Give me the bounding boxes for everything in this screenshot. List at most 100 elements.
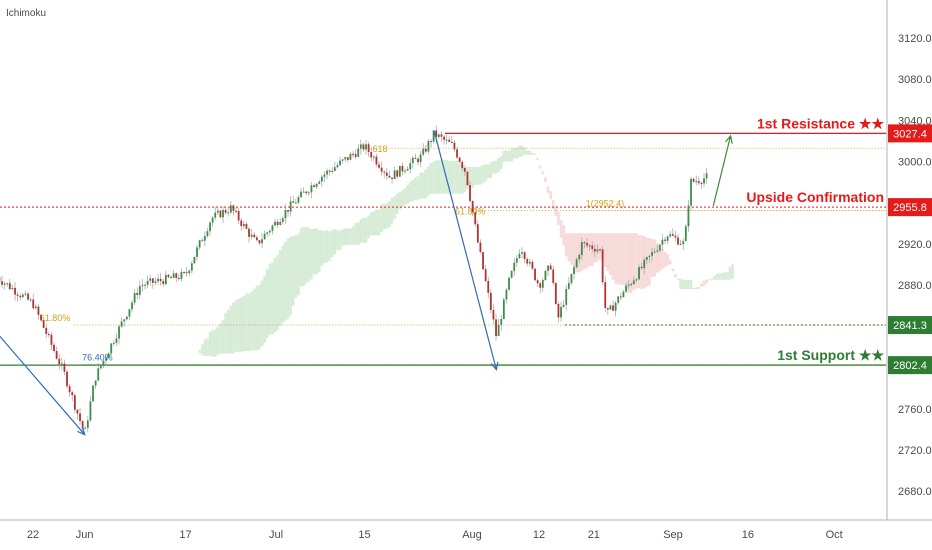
cloud-segment — [536, 157, 539, 161]
candle-body — [612, 305, 614, 311]
candle-body — [357, 148, 360, 157]
cloud-segment — [356, 222, 360, 245]
candle-body — [591, 245, 594, 249]
candle-body — [172, 273, 175, 278]
candle-body — [565, 288, 568, 305]
cloud-segment — [640, 235, 643, 290]
candle-body — [664, 239, 666, 241]
candle-body — [622, 291, 625, 298]
candle-body — [253, 234, 256, 238]
candle-body — [294, 202, 297, 204]
candle-body — [523, 252, 526, 260]
cloud-segment — [697, 286, 701, 290]
cloud-segment — [213, 329, 217, 357]
price-tags: 3027.4 2955.8 2802.4 2841.3 — [888, 124, 932, 375]
candle-body — [214, 212, 217, 218]
candle-body — [68, 386, 71, 393]
candle-body — [185, 272, 188, 274]
cloud-segment — [437, 160, 441, 194]
cloud-segment — [635, 233, 638, 289]
candle-body — [151, 278, 154, 283]
candle-body — [162, 281, 165, 285]
candle-body — [521, 252, 523, 254]
indicator-legend[interactable]: Ichimoku — [6, 8, 46, 19]
arrow-head — [490, 361, 499, 371]
cloud-segment — [234, 300, 238, 352]
candle-body — [456, 149, 458, 158]
time-axis[interactable]: 22 Jun 17 Jul 15 Aug 12 21 Sep 16 Oct — [27, 529, 843, 541]
cloud-segment — [661, 248, 664, 269]
cloud-segment — [492, 160, 495, 174]
cloud-segment — [559, 220, 563, 238]
level-label: 1st Resistance ★★ — [757, 115, 884, 131]
candle-body — [536, 280, 539, 284]
cloud-segment — [637, 235, 641, 289]
candle-body — [328, 170, 331, 172]
candle-body — [146, 280, 149, 285]
x-tick-label: Aug — [462, 529, 482, 541]
cloud-segment — [505, 150, 508, 162]
level-label: 1st Support ★★ — [777, 347, 884, 363]
fib-label: 61.80% — [40, 313, 71, 323]
candle-body — [45, 327, 48, 335]
candle-body — [297, 197, 300, 203]
candle-body — [515, 258, 518, 263]
candle-body — [638, 267, 640, 280]
candle-body — [372, 156, 375, 158]
candle-body — [29, 299, 32, 301]
candle-body — [406, 169, 409, 171]
candle-body — [604, 282, 607, 308]
candle-body — [552, 269, 555, 283]
candle-body — [354, 154, 357, 157]
candle-body — [266, 232, 269, 234]
candle-body — [487, 280, 490, 293]
candle-body — [466, 171, 469, 186]
candle-body — [674, 235, 677, 238]
cloud-segment — [663, 251, 667, 268]
y-tick-label: 3000.0 — [898, 157, 932, 169]
cloud-segment — [442, 159, 446, 194]
candle-body — [409, 163, 412, 170]
candle-body — [435, 130, 438, 137]
cloud-segment — [728, 267, 732, 280]
candle-body — [554, 282, 557, 304]
level-label: Upside Confirmation — [746, 189, 884, 205]
cloud-segment — [541, 171, 545, 175]
cloud-segment — [710, 279, 714, 281]
candle-body — [510, 270, 513, 278]
candle-body — [534, 268, 536, 281]
candle-body — [645, 257, 648, 260]
x-tick-label: Jun — [76, 529, 94, 541]
cloud-segment — [700, 283, 703, 287]
candle-body — [248, 228, 250, 237]
cloud-segment — [427, 166, 430, 196]
cloud-segment — [671, 268, 675, 271]
candle-body — [609, 305, 612, 310]
candle-body — [302, 191, 305, 193]
cloud-segment — [237, 298, 240, 352]
candle-body — [177, 278, 180, 280]
candle-body — [107, 353, 110, 358]
candle-body — [651, 252, 653, 256]
cloud-segment — [484, 164, 487, 182]
fib-label: 1(2952.4) — [586, 199, 625, 209]
cloud-segment — [395, 193, 399, 214]
candle-body — [596, 249, 599, 252]
cloud-segment — [393, 196, 396, 219]
cloud-segment — [468, 167, 472, 189]
candle-body — [14, 287, 16, 295]
candle-body — [157, 278, 159, 282]
x-tick-label: 12 — [533, 529, 545, 541]
cloud-segment — [598, 233, 602, 260]
cloud-segment — [206, 338, 209, 356]
cloud-segment — [515, 147, 519, 159]
cloud-segment — [343, 228, 347, 246]
cloud-segment — [632, 233, 636, 291]
y-tick-label: 2880.0 — [898, 280, 932, 292]
candle-body — [307, 192, 310, 194]
cloud-segment — [408, 181, 412, 202]
cloud-segment — [603, 233, 607, 268]
candle-body — [479, 242, 482, 253]
cloud-segment — [263, 275, 266, 343]
